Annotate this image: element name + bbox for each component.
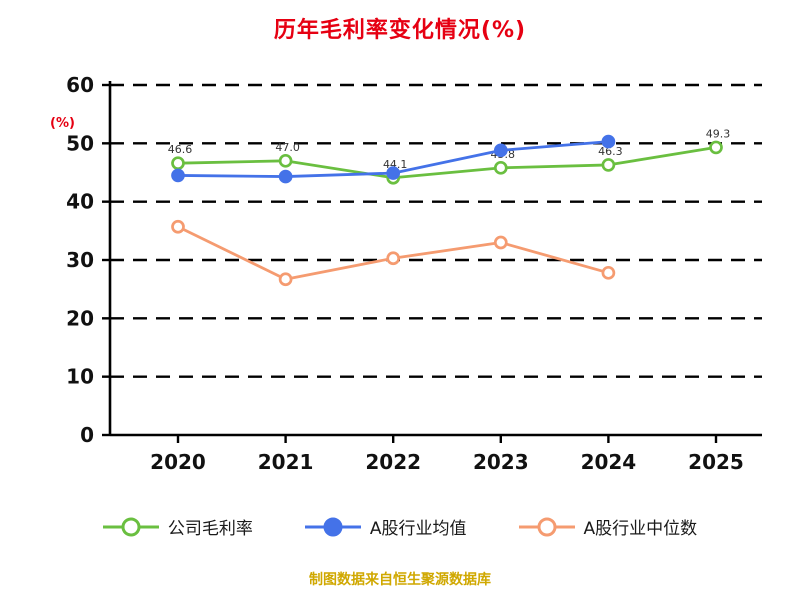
legend-marker-green-icon (102, 517, 159, 536)
chart-title: 历年毛利率变化情况(%) (273, 18, 527, 43)
x-tick-label: 2022 (365, 450, 421, 474)
data-label: 44.1 (383, 158, 408, 171)
data-point (278, 272, 293, 287)
data-point (171, 219, 185, 234)
x-tick-label: 2023 (473, 450, 529, 474)
legend-marker-blue-icon (304, 517, 361, 536)
legend-item-company-margin: 公司毛利率 (102, 514, 253, 539)
data-label: 46.6 (168, 143, 193, 156)
x-tick-label: 2024 (581, 450, 637, 474)
x-tick-label: 2021 (258, 450, 314, 474)
y-tick-label: 50 (66, 131, 94, 155)
legend-label-industry-mean: A股行业均值 (369, 519, 467, 539)
data-point (601, 134, 616, 149)
data-point (171, 156, 185, 171)
x-tick-label: 2025 (688, 450, 744, 474)
y-tick-label: 10 (66, 365, 94, 389)
data-label: 47.0 (275, 141, 300, 154)
legend-label-industry-median: A股行业中位数 (583, 519, 698, 539)
y-axis-unit-label: (%) (50, 116, 75, 131)
legend: 公司毛利率 A股行业均值 A股行业中位数 (0, 514, 800, 539)
data-point (493, 143, 508, 158)
y-tick-label: 60 (66, 73, 94, 97)
data-point (601, 158, 616, 172)
data-point (386, 166, 401, 180)
legend-item-industry-median: A股行业中位数 (518, 514, 698, 539)
y-tick-label: 40 (66, 190, 94, 214)
data-point (278, 153, 293, 168)
y-tick-label: 0 (80, 423, 94, 447)
data-source-note: 制图数据来自恒生聚源数据库 (309, 572, 491, 588)
data-label: 46.3 (598, 145, 623, 158)
data-point (493, 160, 508, 175)
data-point (278, 169, 293, 184)
y-tick-label: 30 (66, 248, 94, 272)
data-point (601, 265, 616, 280)
y-tick-label: 20 (66, 306, 94, 330)
legend-marker-orange-icon (518, 517, 575, 536)
legend-label-company-margin: 公司毛利率 (167, 519, 253, 539)
data-point (709, 140, 723, 155)
data-point (386, 251, 401, 266)
x-tick-label: 2020 (150, 450, 206, 474)
data-point (171, 168, 185, 183)
data-point (493, 235, 508, 250)
data-label: 49.3 (706, 127, 731, 140)
series-line-0 (176, 146, 718, 180)
legend-item-industry-mean: A股行业均值 (304, 514, 467, 539)
